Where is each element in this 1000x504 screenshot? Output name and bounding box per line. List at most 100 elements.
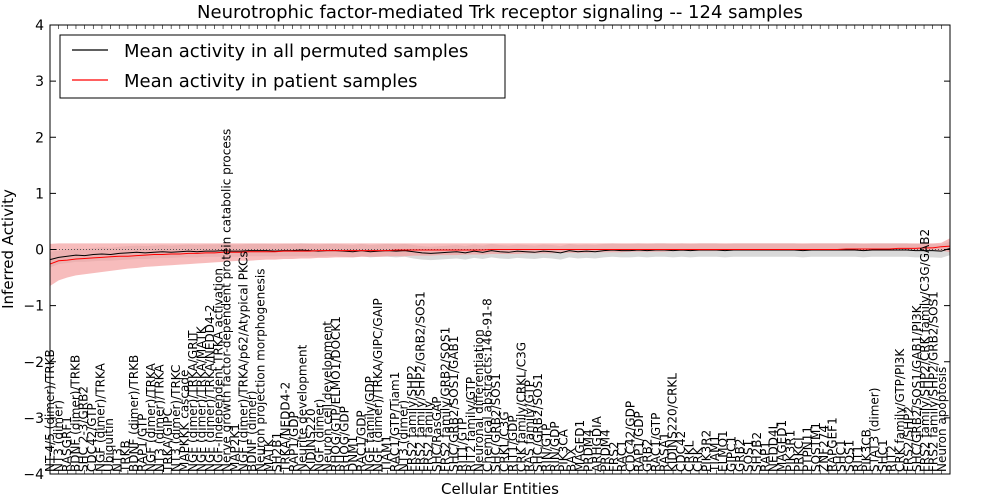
x-tick-label: NT3 — [110, 448, 124, 472]
x-tick-label: SHC/GRB2/SOS1/GAB1/PI3K — [910, 304, 924, 472]
x-tick-label: MAGED1 — [775, 420, 789, 472]
x-tick-label: CDC42 — [674, 431, 688, 472]
x-tick-label: RAC1/GDP — [354, 410, 368, 472]
legend-label-permuted: Mean activity in all permuted samples — [124, 41, 468, 62]
band-series-1 — [50, 238, 950, 286]
x-tick-label: TRKB — [119, 440, 133, 473]
y-axis-label: Inferred Activity — [0, 189, 17, 309]
legend-frame — [59, 34, 506, 99]
x-tick-label: MATK — [262, 438, 276, 472]
x-tick-label: RHOG/GTP/ELMO1/DOCK1 — [329, 316, 343, 472]
x-tick-label: BDNF (dimer)/TRKB — [127, 355, 141, 472]
x-tick-label: SOS1 — [842, 440, 856, 472]
y-tick-label: −1 — [23, 299, 44, 315]
x-tick-label: SHC 2-3/GRB2 — [77, 386, 91, 472]
x-tick-label: FRS2 family/SHP2 — [405, 365, 419, 472]
x-tick-label: SH2B1 — [270, 432, 284, 472]
x-tick-label: PIK3R2 — [699, 430, 713, 472]
x-tick-label: FRS2 family — [422, 401, 436, 472]
x-tick-label: TRKA/NEDD4-2 — [279, 382, 293, 473]
x-tick-label: Nerve growth factor-dependent protein ca… — [220, 129, 234, 472]
x-tick-label: KIDINS220/CRKL — [666, 373, 680, 472]
y-tick-label: 4 — [35, 18, 44, 34]
x-tick-label: RAP1/GTP — [136, 414, 150, 472]
y-tick-label: 3 — [35, 74, 44, 90]
x-tick-label: NGF-independent TRKA activation — [211, 268, 225, 472]
x-tick-label: ELMO1 — [716, 430, 730, 472]
y-tick-label: 2 — [35, 130, 44, 146]
x-tick-label: MAGED1 — [573, 420, 587, 472]
x-tick-label: FRS2/SHP2 — [901, 406, 915, 472]
x-tick-label: SOS1 — [741, 440, 755, 472]
x-tick-label: NGF (dimer)/TRKA — [93, 362, 107, 472]
x-tick-label: NGF (dimer) — [312, 399, 326, 472]
x-tick-label: SHC/GRB2/SOS1/GAB1 — [447, 336, 461, 472]
x-tick-label: CDC42/GDP — [624, 401, 638, 472]
x-tick-label: PTPN11 — [800, 426, 814, 472]
x-tick-label: CRKL — [683, 440, 697, 472]
x-tick-label: BDNF (dimer) — [245, 390, 259, 472]
chart-title: Neurotrophic factor-mediated Trk recepto… — [197, 2, 803, 23]
x-tick-label: GRB2 — [640, 438, 654, 472]
legend-label-patient: Mean activity in patient samples — [124, 71, 418, 92]
x-tick-label: ARHGDIA — [590, 415, 604, 472]
x-tick-label: Neuron apoptosis — [935, 367, 949, 472]
x-tick-label: KIDINS220 — [304, 408, 318, 472]
x-tick-label: RHOG/GDP — [338, 406, 352, 472]
x-tick-label: CRK — [691, 446, 705, 472]
x-tick-label: NGF (dimer)/TRKA/GRIT — [186, 330, 200, 472]
x-tick-label: RIT1 — [851, 445, 865, 472]
x-tick-label: Ubiquitin — [102, 418, 116, 472]
x-tick-label: NGF (dimer)/TRKA/GIPC/GAIP — [371, 298, 385, 472]
x-tick-label: SQSTM1 — [809, 422, 823, 472]
y-tick-label: −4 — [23, 467, 44, 483]
x-tick-label: CRK family/GTP/PI3K — [893, 348, 907, 472]
x-tick-label: RAP1 — [758, 441, 772, 472]
x-tick-label: NGF family/GDP — [363, 376, 377, 472]
x-tick-label: SH2B2 — [750, 432, 764, 472]
y-tick-label: −3 — [23, 411, 44, 427]
x-tick-label: STAT3 (dimer) — [868, 388, 882, 472]
y-tick-label: −2 — [23, 355, 44, 371]
x-tick-label: PRKCI — [792, 437, 806, 472]
y-tick-label: 1 — [35, 186, 44, 202]
x-tick-label: RIT2 — [885, 445, 899, 472]
series-line-1 — [49, 245, 951, 265]
x-tick-label: CDC42/GTP — [85, 403, 99, 472]
x-tick-label: RASGRF1 — [60, 416, 74, 472]
x-tick-label: NGF (dimer)/TRKA — [144, 362, 158, 472]
x-tick-label: RAC1/GTP/Tiam1 — [388, 372, 402, 472]
x-tick-label: RIT1/GTP — [455, 418, 469, 472]
x-tick-label: RAC1 — [615, 440, 629, 472]
x-tick-label: NT3 (dimer)/TRKA — [152, 364, 166, 472]
y-tick-label: 0 — [35, 243, 44, 259]
x-tick-label: NT3 (dimer) — [396, 400, 410, 472]
x-tick-label: PRDM4 — [582, 429, 596, 472]
x-tick-label: ZNF274 — [817, 425, 831, 472]
x-tick-label: PIK3R1 — [784, 430, 798, 472]
x-tick-label: RIN/GDP — [548, 421, 562, 472]
x-tick-label: NGF (dimer)/TRKA/NEDD4-2 — [203, 304, 217, 472]
x-tick-label: SHC/RasGAP — [430, 396, 444, 472]
x-tick-label: MAP2K1 — [228, 423, 242, 472]
x-tick-label: BDNF (dimer)/TRKB — [68, 355, 82, 472]
x-tick-label: RIT1/GDP — [506, 415, 520, 472]
x-tick-label: NT3 (dimer)/TRKC — [169, 365, 183, 472]
x-tick-label: BAX — [565, 447, 579, 472]
x-axis-label: Cellular Entities — [441, 480, 559, 498]
x-tick-label: DNM1 — [346, 436, 360, 472]
x-tick-label: SHC/GRB2/SOS1 — [489, 373, 503, 472]
x-tick-label: RAPGEF1 — [826, 417, 840, 472]
x-tick-label: FRS2 family/SHP2/GRB2/SOS1 — [413, 291, 427, 472]
x-tick-label: Neuron projection morphogenesis — [253, 269, 267, 473]
x-tick-label: TRKA/GIPC — [161, 408, 175, 473]
series-line-0 — [49, 247, 951, 261]
x-tick-label: PIK3CB — [859, 429, 873, 472]
x-tick-label: NEDD4L — [767, 422, 781, 472]
x-tick-label: RASA1 — [657, 432, 671, 472]
x-tick-label: Chemical abstracts:146-91-8 — [481, 298, 495, 472]
x-tick-label: FRS2 family/SHP2/GRB2/SOS1 — [927, 291, 941, 472]
